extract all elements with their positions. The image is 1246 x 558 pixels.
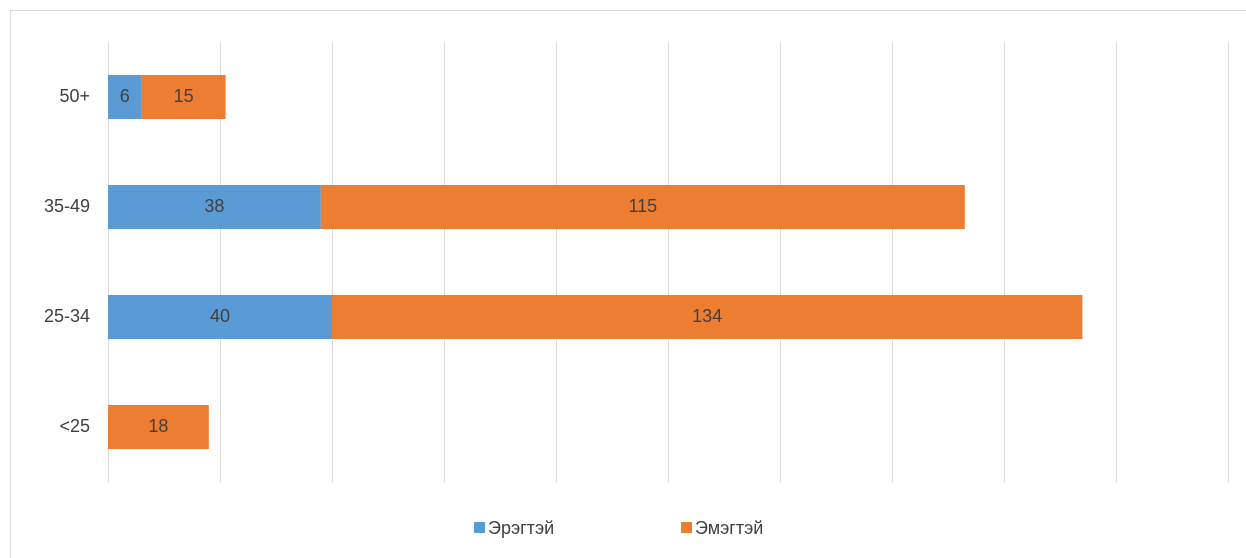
bar-segment: [332, 295, 1083, 339]
legend-label: Эрэгтэй: [488, 518, 554, 538]
y-tick-label: 35-49: [44, 196, 90, 216]
bar-segment: [108, 185, 321, 229]
data-label: 38: [204, 196, 224, 216]
legend-swatch: [681, 522, 692, 533]
bar-segment: [320, 185, 965, 229]
bar-segment: [108, 75, 142, 119]
legend-swatch: [474, 522, 485, 533]
bar-segment: [108, 295, 332, 339]
data-label: 115: [628, 196, 657, 216]
data-label: 134: [692, 306, 722, 326]
y-tick-label: 50+: [59, 86, 90, 106]
data-label: 40: [210, 306, 230, 326]
data-label: 15: [174, 86, 194, 106]
legend-label: Эмэгтэй: [695, 518, 763, 538]
data-label: 18: [148, 416, 168, 436]
y-tick-label: 25-34: [44, 306, 90, 326]
data-label: 6: [120, 86, 130, 106]
y-tick-label: <25: [59, 416, 90, 436]
bar-segment: [108, 405, 209, 449]
bar-segment: [141, 75, 226, 119]
